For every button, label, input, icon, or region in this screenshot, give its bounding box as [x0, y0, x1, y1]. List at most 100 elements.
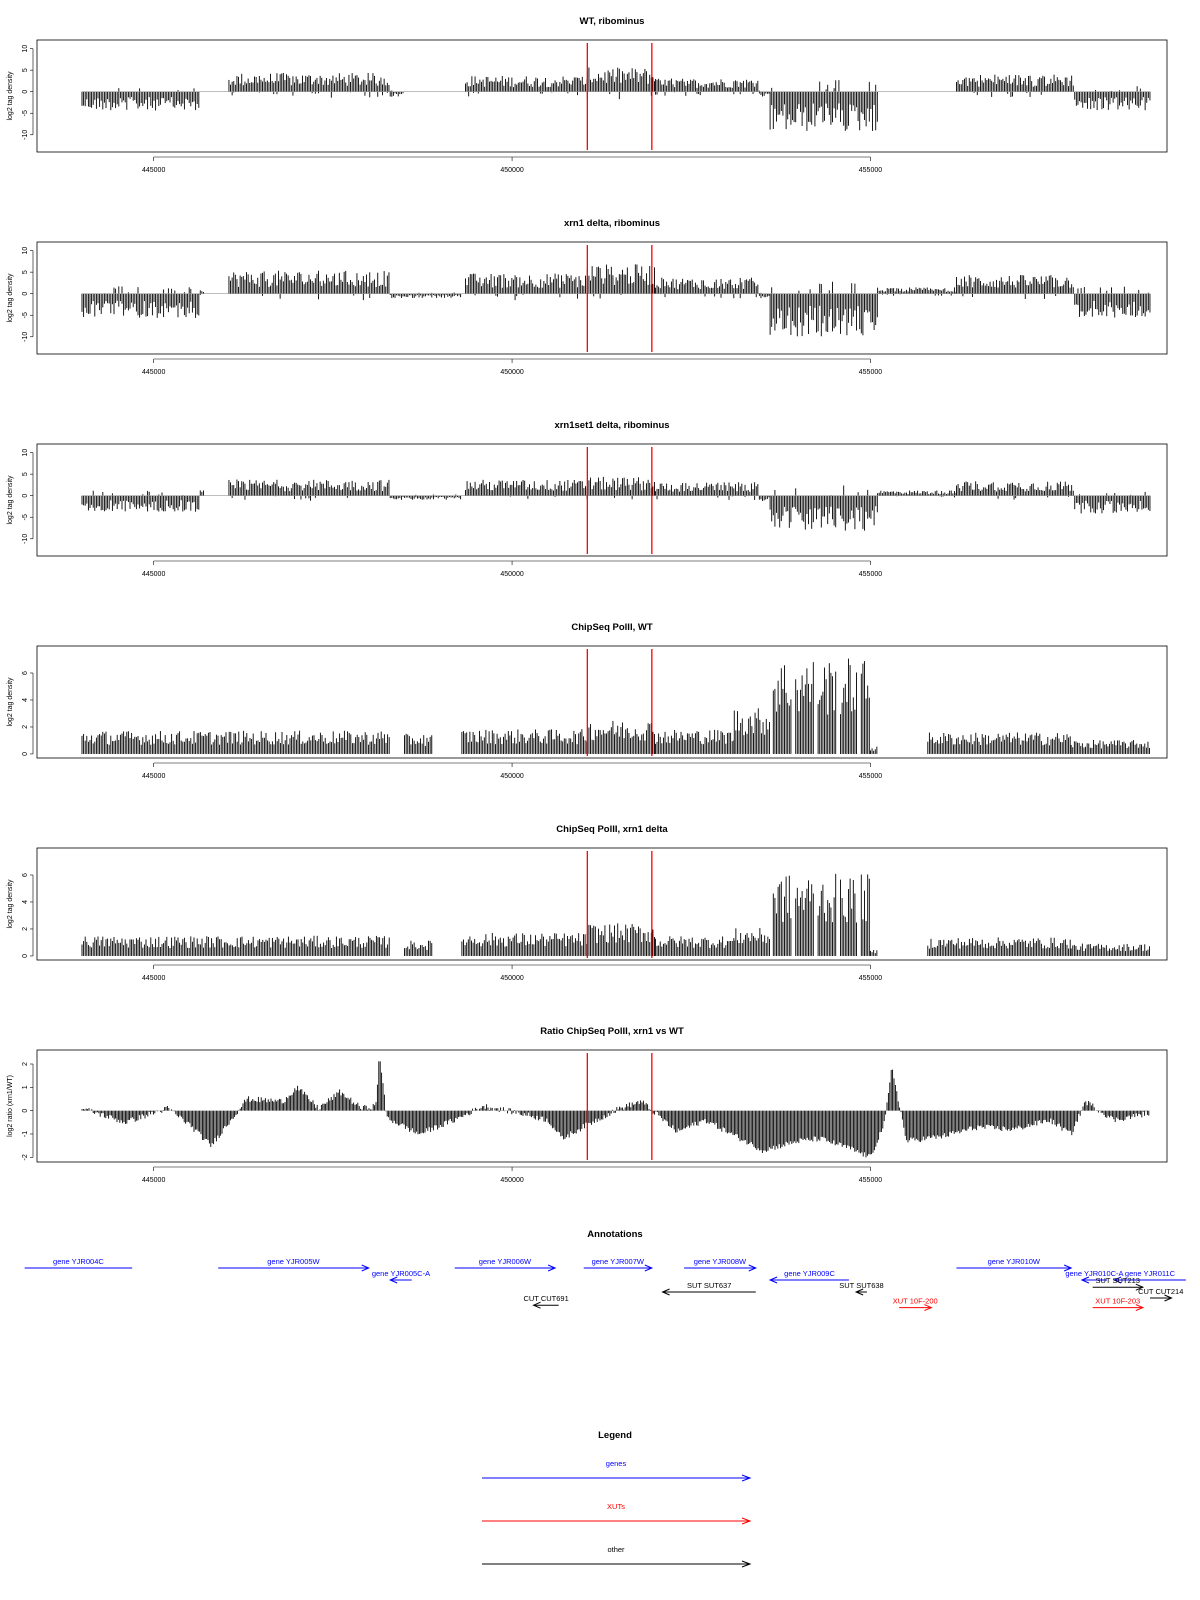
- y-tick-label: 5: [22, 270, 29, 274]
- feature-label: SUT SUT638: [839, 1281, 883, 1290]
- y-axis-label: log2 tag density: [7, 71, 14, 121]
- x-tick-label: 450000: [500, 975, 523, 982]
- signal-track: [81, 658, 1151, 754]
- y-tick-label: 0: [22, 954, 29, 958]
- y-tick-label: 0: [22, 494, 29, 498]
- x-tick-label: 450000: [500, 571, 523, 578]
- legend-label: other: [607, 1545, 625, 1554]
- annotation-feature: SUT SUT637: [661, 1281, 756, 1296]
- feature-label: gene YJR005C-A: [372, 1269, 430, 1278]
- x-tick-label: 445000: [142, 773, 165, 780]
- feature-label: XUT 10F-203: [1095, 1297, 1140, 1306]
- y-tick-label: 5: [22, 68, 29, 72]
- annotation-feature: CUT CUT691: [523, 1294, 569, 1309]
- y-tick-label: 1: [22, 1085, 29, 1089]
- signal-track: [81, 264, 1151, 337]
- y-tick-label: 6: [22, 873, 29, 877]
- y-axis-label: log2 tag density: [7, 879, 14, 929]
- arrow-right-icon: [644, 1264, 654, 1272]
- track-panel: xrn1set1 delta, ribominus 10 5 0 -5 -10 log2 t…: [7, 420, 1168, 578]
- legend-label: genes: [606, 1459, 627, 1468]
- y-axis-label: log2 ratio (xrn1/WT): [7, 1075, 14, 1137]
- y-tick-label: 6: [22, 671, 29, 675]
- feature-label: gene YJR010C-A: [1065, 1269, 1123, 1278]
- arrow-right-icon: [741, 1474, 752, 1482]
- annotation-feature: XUT 10F-200: [893, 1297, 938, 1312]
- x-tick-label: 445000: [142, 1177, 165, 1184]
- x-tick-label: 445000: [142, 167, 165, 174]
- x-tick-label: 445000: [142, 571, 165, 578]
- annotations-panel: Annotations gene YJR004C gene YJR005W gene…: [24, 1229, 1186, 1312]
- annotation-feature: gene YJR008W: [684, 1257, 758, 1272]
- y-tick-label: 10: [22, 45, 29, 53]
- x-tick-label: 455000: [859, 773, 882, 780]
- signal-track: [81, 1061, 1150, 1158]
- y-axis-label: log2 tag density: [7, 475, 14, 525]
- signal-track: [81, 67, 1151, 131]
- y-tick-label: 2: [22, 927, 29, 931]
- annotation-feature: gene YJR010C-A: [1065, 1269, 1124, 1284]
- annotation-feature: gene YJR011C: [1112, 1269, 1186, 1284]
- y-tick-label: -5: [22, 110, 29, 116]
- arrow-right-icon: [1135, 1283, 1145, 1291]
- x-tick-label: 445000: [142, 975, 165, 982]
- x-tick-label: 455000: [859, 369, 882, 376]
- x-tick-label: 455000: [859, 167, 882, 174]
- y-tick-label: 0: [22, 292, 29, 296]
- x-tick-label: 455000: [859, 975, 882, 982]
- arrow-right-icon: [361, 1264, 370, 1272]
- feature-label: SUT SUT637: [687, 1281, 731, 1290]
- feature-label: gene YJR009C: [784, 1269, 835, 1278]
- panel-title: xrn1set1 delta, ribominus: [554, 420, 669, 431]
- arrow-left-icon: [768, 1276, 778, 1284]
- annotation-feature: gene YJR007W: [583, 1257, 654, 1272]
- y-tick-label: 5: [22, 472, 29, 476]
- y-tick-label: -1: [22, 1131, 29, 1137]
- feature-label: gene YJR006W: [479, 1257, 532, 1266]
- arrow-left-icon: [1080, 1276, 1090, 1284]
- feature-label: gene YJR007W: [592, 1257, 645, 1266]
- feature-label: gene YJR004C: [53, 1257, 104, 1266]
- y-tick-label: 2: [22, 725, 29, 729]
- x-tick-label: 450000: [500, 773, 523, 780]
- panel-title: ChipSeq PolII, xrn1 delta: [556, 824, 668, 835]
- plot-frame: [36, 645, 1168, 759]
- annotation-feature: CUT CUT214: [1138, 1287, 1183, 1302]
- legend-title: Legend: [598, 1430, 632, 1441]
- arrow-right-icon: [741, 1517, 752, 1525]
- y-axis-label: log2 tag density: [7, 273, 14, 323]
- plot-frame: [36, 847, 1168, 961]
- annotation-feature: SUT SUT213: [1092, 1276, 1145, 1291]
- y-tick-label: -5: [22, 312, 29, 318]
- y-tick-label: -10: [22, 534, 29, 544]
- annotation-feature: gene YJR005W: [218, 1257, 370, 1272]
- feature-label: gene YJR010W: [988, 1257, 1041, 1266]
- legend-panel: Legend genes XUTs other: [482, 1430, 752, 1568]
- annotations-title: Annotations: [587, 1229, 642, 1240]
- legend-item: XUTs: [482, 1502, 752, 1525]
- feature-label: CUT CUT214: [1138, 1287, 1183, 1296]
- y-axis-label: log2 tag density: [7, 677, 14, 727]
- plot-frame: [36, 443, 1168, 557]
- arrow-right-icon: [1135, 1304, 1145, 1312]
- arrow-right-icon: [1164, 1294, 1173, 1302]
- plot-frame: [36, 39, 1168, 153]
- plot-frame: [36, 1049, 1168, 1163]
- feature-label: gene YJR011C: [1125, 1269, 1176, 1278]
- track-panel: xrn1 delta, ribominus 10 5 0 -5 -10 log2 tag d…: [7, 218, 1168, 376]
- feature-label: XUT 10F-200: [893, 1297, 938, 1306]
- annotation-feature: SUT SUT638: [839, 1281, 884, 1296]
- y-tick-label: 0: [22, 90, 29, 94]
- arrow-right-icon: [748, 1264, 758, 1272]
- arrow-right-icon: [1063, 1264, 1073, 1272]
- track-panel: ChipSeq PolII, WT 6 4 2 0 log2 tag density 445…: [7, 622, 1168, 780]
- y-tick-label: -2: [22, 1154, 29, 1160]
- y-tick-label: 2: [22, 1062, 29, 1066]
- legend-label: XUTs: [607, 1502, 625, 1511]
- feature-label: SUT SUT213: [1096, 1276, 1140, 1285]
- arrow-right-icon: [547, 1264, 557, 1272]
- panel-title: xrn1 delta, ribominus: [564, 218, 660, 229]
- arrow-right-icon: [741, 1560, 752, 1568]
- y-tick-label: 4: [22, 900, 29, 904]
